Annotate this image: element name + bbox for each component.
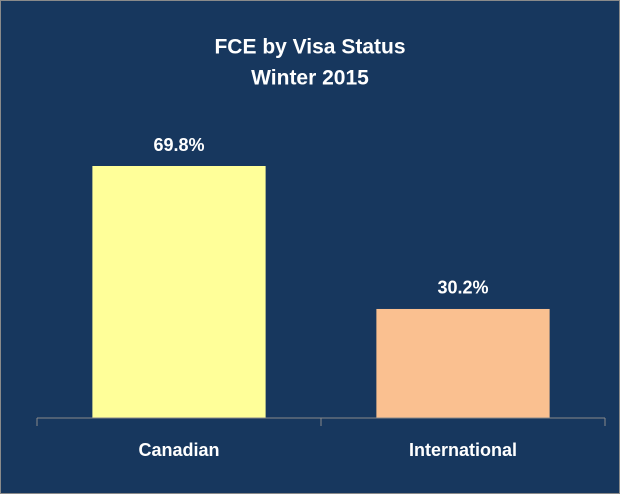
chart-subtitle: Winter 2015 <box>251 67 369 90</box>
x-tick-label: International <box>409 440 517 460</box>
bar <box>92 166 266 418</box>
value-label: 69.8% <box>153 135 204 155</box>
x-tick-label: Canadian <box>138 440 219 460</box>
value-label: 30.2% <box>437 278 488 298</box>
chart-title: FCE by Visa Status <box>214 36 405 59</box>
bar <box>376 308 550 418</box>
